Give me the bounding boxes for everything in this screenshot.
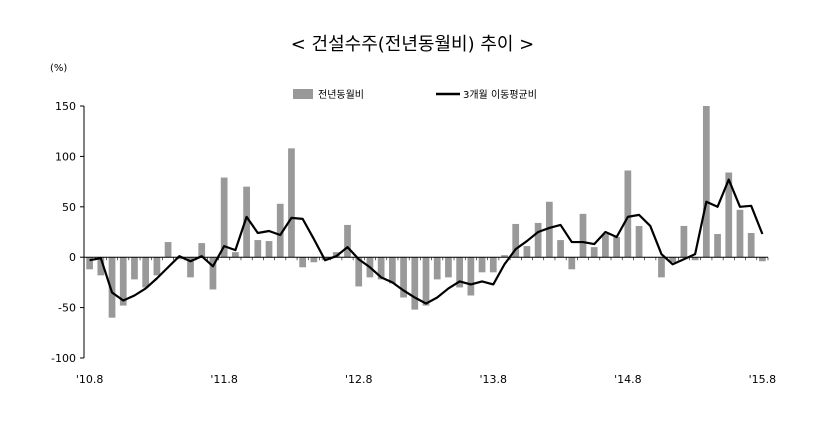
bar [568,257,576,270]
bar [422,257,430,306]
y-tick-label: -50 [58,302,76,315]
bar [97,257,105,276]
bar [433,257,441,280]
bar [501,255,508,258]
bar [232,252,239,258]
bar [714,234,721,258]
bar [411,257,419,310]
bar [747,233,755,258]
bar [209,257,217,290]
bar [512,223,520,258]
bar [310,257,318,263]
legend-bar-swatch [293,89,313,99]
bar [131,257,138,280]
bar [557,240,564,258]
bar [534,222,542,258]
bar [142,257,150,288]
bar [164,242,172,258]
x-tick-label: '10.8 [76,373,104,386]
bar [198,243,206,258]
x-tick-label: '11.8 [210,373,238,386]
bar [108,257,116,318]
bar [119,257,127,306]
bar [467,257,475,296]
bar [602,234,609,258]
bar [153,257,161,276]
bar [86,257,93,270]
legend: 전년동월비 3개월 이동평균비 [293,89,537,101]
y-tick-label: 100 [55,150,76,163]
bar [400,257,407,298]
bar [445,257,452,278]
bar [265,241,273,258]
bar [669,257,677,263]
legend-line-label: 3개월 이동평균비 [463,89,537,101]
bar [389,257,396,284]
bar [725,172,733,258]
x-tick-label: '14.8 [614,373,642,386]
bar [355,257,363,287]
bar [344,224,351,258]
bar [613,237,620,258]
y-tick-label: 0 [69,251,76,264]
bar [545,201,553,258]
bar [332,252,340,258]
bar [377,257,385,280]
bar [254,240,262,258]
bar [658,257,665,278]
bar [478,257,486,273]
bar [276,203,284,258]
bar [579,213,587,258]
bar [702,106,710,258]
y-tick-label: 150 [55,100,76,113]
y-tick-label: 50 [62,201,76,214]
bar [187,257,194,278]
bar [635,225,643,258]
moving-average-line [89,178,764,305]
x-tick-label: '13.8 [480,373,508,386]
bar [243,186,250,258]
bar [288,148,295,258]
y-axis-unit: (%) [50,63,68,74]
bar [220,177,228,258]
bar [523,246,531,258]
bar [691,257,699,261]
y-tick-label: -100 [51,352,76,365]
x-tick-label: '12.8 [345,373,373,386]
bar-series [86,106,766,318]
bar [759,257,766,262]
bar [680,225,688,258]
bar [299,257,307,268]
legend-bar-label: 전년동월비 [318,89,364,101]
bar [736,209,744,258]
chart-title: < 건설수주(전년동월비) 추이 > [290,34,535,55]
x-tick-label: '15.8 [749,373,777,386]
bar [175,257,183,260]
line-series [89,178,764,305]
bar [590,247,598,258]
bar [456,257,464,288]
bar [624,170,632,258]
axes: -100 -50 0 50 100 150 '10.8 '11.8 '12.8 '13.8 '14.… [51,100,776,386]
bar [489,257,497,273]
